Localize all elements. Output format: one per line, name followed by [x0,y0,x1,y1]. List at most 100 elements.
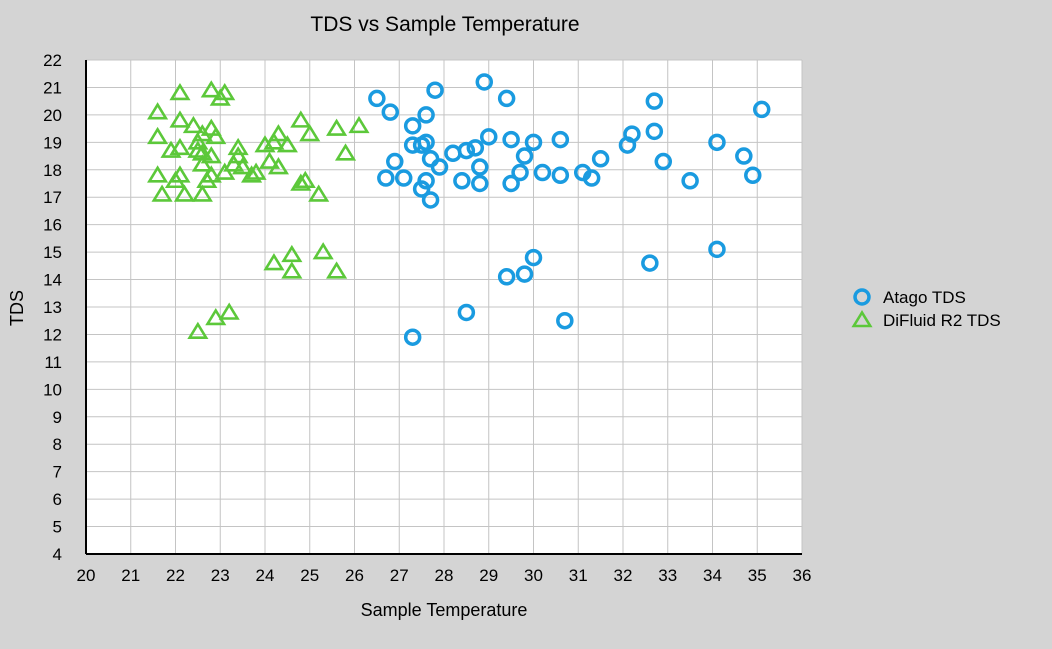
data-point-circle [457,141,476,160]
x-tick-label: 26 [345,566,364,585]
y-tick-label: 6 [53,490,62,509]
data-point-circle [645,122,664,141]
data-point-triangle [290,110,312,128]
x-tick-label: 25 [300,566,319,585]
data-point-circle [533,163,552,182]
data-point-circle [417,172,435,190]
data-point-triangle [173,184,196,202]
data-point-triangle [223,154,245,172]
y-tick-label: 11 [44,353,62,372]
legend-label: DiFluid R2 TDS [883,311,1001,330]
data-point-triangle [267,157,289,175]
tick-labels: 20 21 22 23 24 25 26 27 28 29 30 31 32 33 34 35 36 4 5 6 7 8 9… [43,51,811,585]
x-axis-title: Sample Temperature [361,600,528,620]
y-tick-label: 12 [43,325,62,344]
data-point-triangle [169,110,191,128]
data-point-circle [453,172,471,190]
x-tick-label: 33 [658,566,677,585]
data-point-circle [426,81,444,99]
data-point-triangle [200,165,222,183]
data-point-triangle [312,242,334,260]
y-tick-label: 9 [53,408,62,427]
y-tick-label: 20 [43,106,62,125]
atago-series [368,73,771,346]
data-point-circle [417,106,435,124]
data-point-circle [381,103,400,121]
data-point-triangle [187,140,209,158]
data-point-circle [744,166,762,185]
data-point-circle [623,125,641,143]
data-point-circle [654,152,673,171]
data-point-circle [524,133,543,152]
data-point-triangle [326,261,348,279]
data-points [147,73,771,346]
data-point-circle [457,303,476,322]
data-point-circle [582,169,601,187]
data-point-circle [466,139,485,157]
data-point-triangle [290,173,312,191]
data-point-triangle [214,162,236,180]
y-tick-label: 7 [53,463,62,482]
x-tick-label: 29 [479,566,498,585]
y-tick-label: 17 [43,188,62,207]
data-point-circle [551,130,570,149]
y-tick-label: 21 [43,78,62,97]
data-point-circle [515,147,534,165]
data-point-circle [471,174,489,193]
y-tick-label: 16 [43,216,62,235]
data-point-triangle [147,102,169,120]
y-tick-label: 10 [43,380,62,399]
data-point-triangle [200,146,222,164]
y-tick-label: 22 [43,51,62,70]
data-point-circle [502,130,520,149]
data-point-triangle [258,151,281,169]
data-point-circle [403,117,422,135]
data-point-triangle [191,154,213,172]
data-point-triangle [214,82,236,101]
y-tick-label: 4 [53,545,62,564]
data-point-triangle [147,126,169,145]
data-point-triangle [227,137,249,156]
x-tick-label: 32 [614,566,633,585]
data-point-triangle [227,146,249,164]
x-tick-label: 31 [569,566,588,585]
y-tick-label: 14 [43,271,62,290]
data-point-triangle [334,143,357,161]
data-point-triangle [281,244,303,263]
x-tick-label: 21 [121,566,140,585]
data-point-triangle [182,115,204,134]
data-point-triangle [169,137,191,156]
data-point-triangle [147,165,169,183]
y-tick-label: 19 [43,133,62,152]
data-point-triangle [169,165,191,183]
data-point-circle [641,254,659,272]
legend-marker-triangle [851,310,873,328]
x-tick-label: 28 [435,566,454,585]
data-point-triangle [276,135,298,153]
x-tick-label: 24 [256,566,275,585]
x-tick-label: 34 [703,566,722,585]
data-point-triangle [232,157,254,175]
y-tick-label: 18 [43,161,62,180]
data-point-triangle [263,132,285,150]
data-point-triangle [200,80,222,98]
data-point-circle [394,169,413,187]
data-point-triangle [205,126,227,145]
legend-label: Atago TDS [883,288,966,307]
data-point-circle [497,268,516,286]
x-tick-label: 22 [166,566,185,585]
axes [85,60,802,555]
legend: Atago TDS DiFluid R2 TDS [851,288,1001,330]
data-point-circle [471,158,489,176]
data-point-circle [591,150,610,168]
data-point-triangle [294,170,316,189]
data-point-circle [417,133,435,152]
data-point-circle [556,311,574,330]
data-point-circle [708,240,726,259]
data-point-circle [497,89,516,108]
data-point-triangle [299,124,321,142]
data-point-triangle [245,162,267,180]
y-tick-label: 8 [53,435,62,454]
